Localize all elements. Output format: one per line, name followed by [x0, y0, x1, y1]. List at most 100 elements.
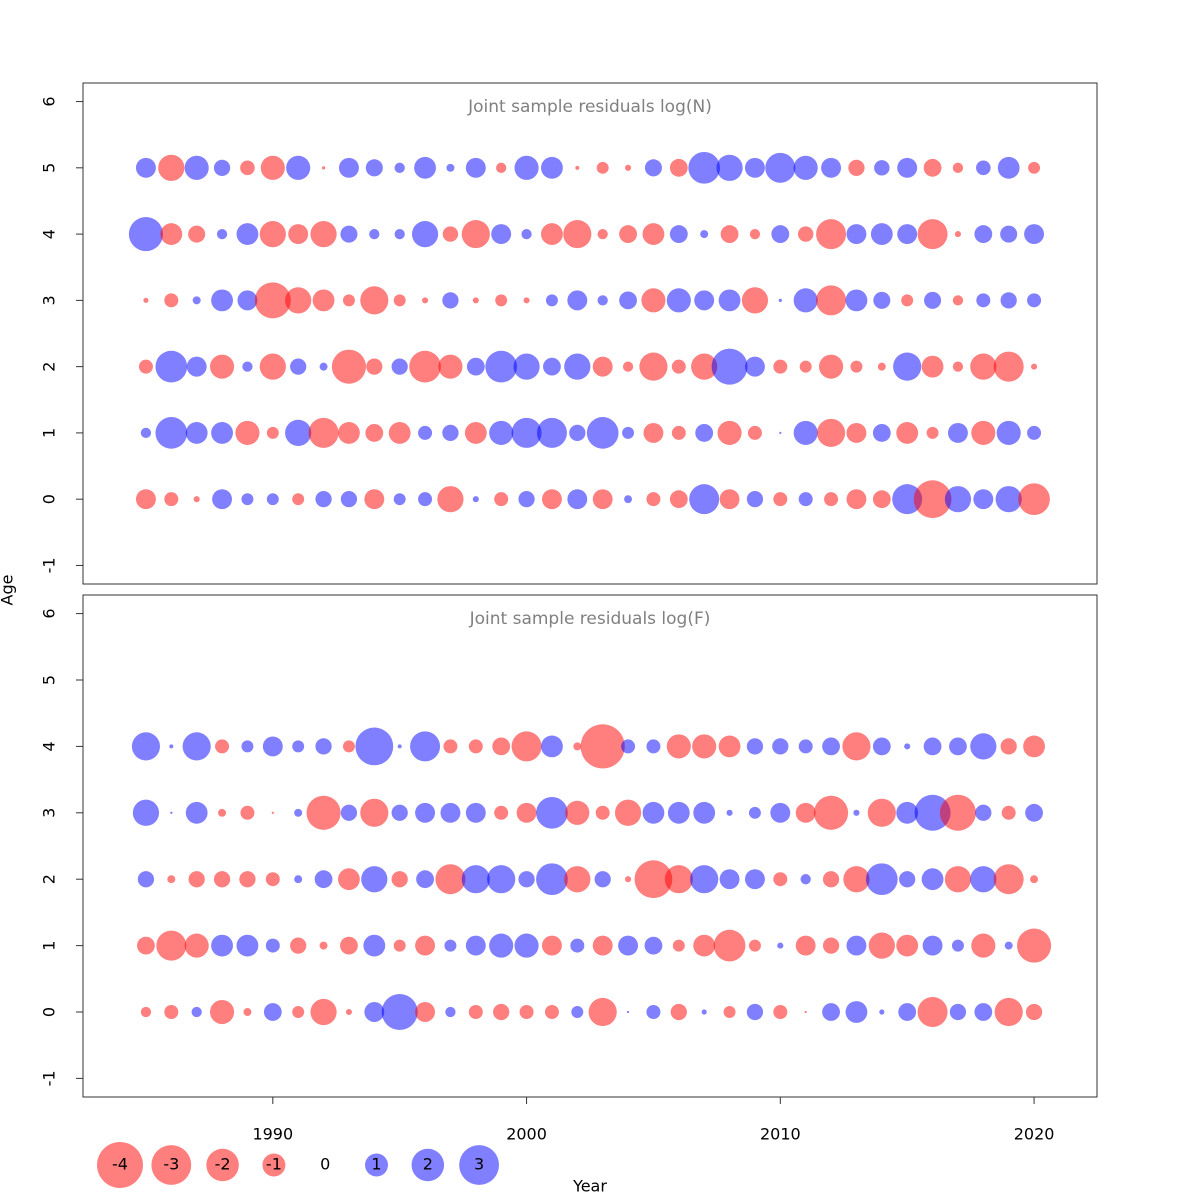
residual-bubble — [169, 744, 174, 749]
residual-bubble — [1025, 1003, 1043, 1021]
residual-bubble — [666, 288, 691, 313]
residual-bubble — [361, 866, 388, 893]
residual-bubble — [693, 801, 716, 824]
residual-bubble — [1017, 928, 1052, 963]
residual-bubble — [492, 737, 511, 756]
residual-bubble — [564, 866, 591, 893]
residual-bubble — [976, 293, 991, 308]
residual-bubble — [621, 739, 636, 754]
residual-bubble — [580, 724, 625, 769]
x-tick-label: 2020 — [1014, 1125, 1055, 1144]
residual-bubble — [306, 795, 341, 830]
residual-bubble — [446, 163, 455, 172]
residual-bubble — [924, 291, 942, 309]
residual-bubble — [692, 734, 717, 759]
residual-bubble — [917, 219, 948, 250]
residual-bubble — [822, 871, 840, 888]
residual-bubble — [773, 872, 788, 887]
residual-bubble — [879, 1009, 885, 1015]
residual-bubble — [1023, 735, 1045, 758]
residual-bubble — [717, 420, 742, 445]
residual-bubble — [536, 863, 568, 896]
residual-bubble — [182, 732, 211, 761]
residual-bubble — [138, 359, 153, 374]
residual-bubble — [489, 933, 514, 958]
panel-title: Joint sample residuals log(F) — [469, 609, 711, 629]
residual-bubble — [128, 217, 163, 252]
residual-bubble — [545, 294, 558, 307]
residual-bubble — [975, 804, 992, 821]
residual-bubble — [338, 868, 360, 891]
residual-bubble — [519, 1005, 534, 1020]
residual-bubble — [156, 930, 187, 961]
residual-bubble — [923, 737, 942, 756]
residual-bubble — [342, 740, 355, 753]
residual-bubble — [1004, 941, 1013, 950]
residual-bubble — [442, 226, 459, 242]
residual-bubble — [290, 358, 307, 375]
residual-bubble — [816, 285, 847, 316]
residual-bubble — [310, 220, 337, 248]
x-axis-label: Year — [572, 1177, 607, 1196]
residual-bubble — [1031, 363, 1038, 370]
residual-bubble — [644, 936, 663, 955]
residual-bubble — [237, 290, 258, 311]
residual-bubble — [288, 224, 309, 245]
residual-bubble — [410, 731, 441, 762]
residual-bubble — [664, 865, 693, 894]
residual-bubble — [646, 1005, 661, 1020]
residual-bubble — [536, 417, 567, 448]
residual-bubble — [564, 353, 591, 380]
residual-bubble — [541, 489, 562, 510]
residual-bubble — [773, 492, 788, 507]
residual-bubble — [438, 354, 463, 379]
residual-bubble — [209, 999, 235, 1025]
residual-bubble — [164, 1005, 179, 1020]
residual-bubble — [240, 160, 255, 176]
residual-bubble — [622, 426, 635, 439]
residual-bubble — [338, 157, 359, 178]
residual-bubble — [338, 421, 360, 444]
residual-bubble — [290, 937, 307, 954]
residual-bubble — [619, 291, 637, 310]
residual-bubble — [543, 357, 561, 376]
legend-bubble — [97, 1142, 143, 1188]
residual-bubble — [618, 935, 639, 956]
residual-bubble — [240, 805, 255, 820]
residual-bubble — [155, 417, 188, 449]
residual-bubble — [592, 489, 613, 510]
residual-bubble — [954, 231, 961, 238]
residual-bubble — [340, 936, 358, 955]
residual-bubble — [690, 865, 719, 894]
residual-bubble — [1018, 483, 1050, 516]
residual-bubble — [897, 224, 918, 245]
residual-bubble — [947, 422, 968, 443]
residual-bubble — [669, 158, 688, 177]
residual-bubble — [360, 286, 389, 315]
residual-bubble — [215, 739, 230, 754]
residual-bubble — [819, 354, 844, 379]
residual-bubble — [363, 934, 386, 957]
residual-bubble — [236, 223, 259, 246]
residual-bubble — [746, 1003, 764, 1021]
residual-bubble — [418, 492, 433, 507]
residual-bubble — [158, 154, 185, 181]
residual-bubble — [164, 293, 179, 308]
residual-bubble — [340, 491, 358, 508]
residual-bubble — [312, 289, 335, 312]
residual-bubble — [944, 866, 972, 893]
residual-bubble — [713, 929, 746, 962]
residual-bubble — [719, 489, 740, 510]
residual-bubble — [319, 362, 328, 371]
residual-bubble — [846, 935, 867, 956]
residual-bubble — [669, 225, 688, 244]
x-tick-label: 2010 — [760, 1125, 801, 1144]
residual-bubble — [974, 1003, 993, 1021]
residual-bubble — [614, 799, 642, 826]
residual-bubble — [365, 423, 384, 442]
residual-bubble — [563, 220, 592, 249]
y-tick-label: 0 — [40, 1007, 59, 1017]
residual-bubble — [646, 492, 661, 507]
residual-bubble — [770, 802, 791, 823]
residual-bubble — [970, 733, 997, 760]
